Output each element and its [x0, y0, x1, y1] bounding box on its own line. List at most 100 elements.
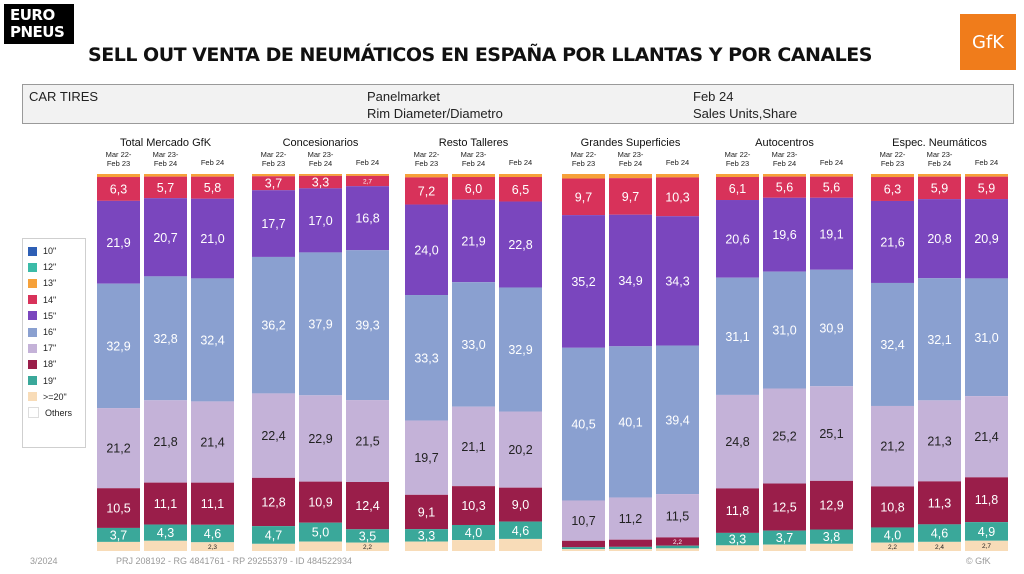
bar-segment-19 [562, 547, 605, 550]
bar-segment-16 [965, 278, 1008, 397]
value-label: 22,4 [261, 429, 285, 443]
value-label: 9,1 [418, 505, 435, 519]
period-label: Feb 24 [154, 159, 177, 168]
period-label: Feb 24 [820, 158, 843, 167]
bar-segment-ge20 [871, 542, 914, 551]
value-label: 3,5 [359, 529, 376, 543]
value-label: 21,2 [106, 442, 130, 456]
period-label: Mar 22- [571, 150, 597, 159]
bar-segment-16 [810, 269, 853, 387]
legend-swatch [28, 246, 37, 256]
bar-segment-15 [346, 186, 389, 251]
value-label: 35,2 [571, 275, 595, 289]
panel-label: Panelmarket [367, 89, 440, 104]
legend-label: 14" [43, 294, 57, 305]
bar-segment-13 [346, 174, 389, 176]
group-title: Autocentros [755, 137, 814, 149]
bar-segment-19 [609, 546, 652, 550]
value-label: 21,0 [200, 232, 224, 246]
bar-segment-16 [97, 283, 140, 409]
value-label: 4,7 [265, 528, 282, 542]
bar-segment-18 [716, 488, 759, 533]
period-label: Mar 23- [618, 150, 644, 159]
bar-segment-18 [346, 482, 389, 530]
bar-segment-16 [499, 287, 542, 412]
period-label: Mar 23- [927, 150, 953, 159]
bar-segment-18 [452, 486, 495, 525]
legend-item: 19" [28, 373, 85, 389]
value-label: 20,6 [725, 232, 749, 246]
legend-swatch [28, 278, 37, 288]
bar-segment-15 [252, 190, 295, 257]
legend-label: 19" [43, 375, 57, 386]
bar-segment-13 [656, 174, 699, 178]
bar-segment-17 [252, 393, 295, 478]
value-label: 11,8 [726, 504, 749, 518]
bar-segment-15 [918, 199, 961, 279]
bar-segment-ge20 [299, 541, 342, 551]
value-label: 31,0 [772, 324, 796, 338]
period-label: Feb 24 [201, 158, 224, 167]
value-label: 10,3 [665, 190, 689, 204]
bar-segment-17 [562, 500, 605, 541]
bar-segment-18 [763, 483, 806, 531]
value-label: 32,8 [153, 332, 177, 346]
legend-swatch [28, 376, 37, 386]
bar-segment-15 [191, 198, 234, 279]
legend-item: 10" [28, 243, 85, 259]
value-label: 4,6 [204, 527, 221, 541]
bar-segment-16 [763, 271, 806, 389]
value-label: 22,8 [508, 238, 532, 252]
bar-segment-ge20 [144, 540, 187, 551]
legend-label: 15" [43, 310, 57, 321]
bar-segment-19 [405, 529, 448, 542]
bar-segment-14 [144, 176, 187, 199]
bar-segment-19 [191, 524, 234, 543]
bar-segment-16 [144, 276, 187, 401]
value-label: 20,9 [974, 232, 998, 246]
bar-segment-19 [871, 527, 914, 543]
bar-segment-16 [405, 295, 448, 421]
value-label: 31,0 [974, 331, 998, 345]
period-label: Feb 24 [928, 159, 951, 168]
legend-label: 10" [43, 246, 57, 257]
bar-segment-16 [252, 256, 295, 394]
period-label: Feb 23 [726, 159, 749, 168]
value-label: 5,7 [157, 181, 174, 195]
value-label: 34,9 [618, 274, 642, 288]
value-label: 21,4 [200, 436, 224, 450]
bar-segment-19 [499, 521, 542, 539]
legend-item: 12" [28, 259, 85, 275]
value-label: 40,1 [618, 415, 642, 429]
chart-title: SELL OUT VENTA DE NEUMÁTICOS EN ESPAÑA P… [88, 44, 872, 66]
period-label: Feb 23 [262, 159, 285, 168]
bar-segment-18 [810, 480, 853, 530]
value-label: 25,1 [819, 427, 843, 441]
value-label: 30,9 [819, 322, 843, 336]
period-label: Feb 23 [572, 159, 595, 168]
bar-segment-ge20 [191, 542, 234, 551]
bar-segment-ge20 [965, 540, 1008, 551]
value-label: 21,4 [974, 430, 998, 444]
value-label: 11,2 [619, 512, 642, 526]
value-label: 33,0 [461, 338, 485, 352]
legend-swatch [28, 262, 37, 272]
value-label: 4,0 [465, 526, 482, 540]
bar-segment-15 [609, 214, 652, 347]
value-label: 2,4 [935, 544, 944, 551]
bar-segment-16 [716, 277, 759, 395]
bar-segment-17 [871, 405, 914, 487]
bar-segment-19 [452, 524, 495, 541]
bar-segment-ge20 [97, 541, 140, 551]
period-label: Mar 22- [106, 150, 132, 159]
value-label: 4,6 [931, 527, 948, 541]
bar-segment-13 [452, 174, 495, 178]
bar-segment-14 [965, 176, 1008, 200]
value-label: 12,5 [772, 501, 796, 515]
legend-label: 18" [43, 359, 57, 370]
gfk-logo: GfK [960, 14, 1016, 70]
bar-segment-14 [452, 177, 495, 200]
bar-segment-15 [656, 216, 699, 346]
legend-swatch [28, 392, 37, 402]
